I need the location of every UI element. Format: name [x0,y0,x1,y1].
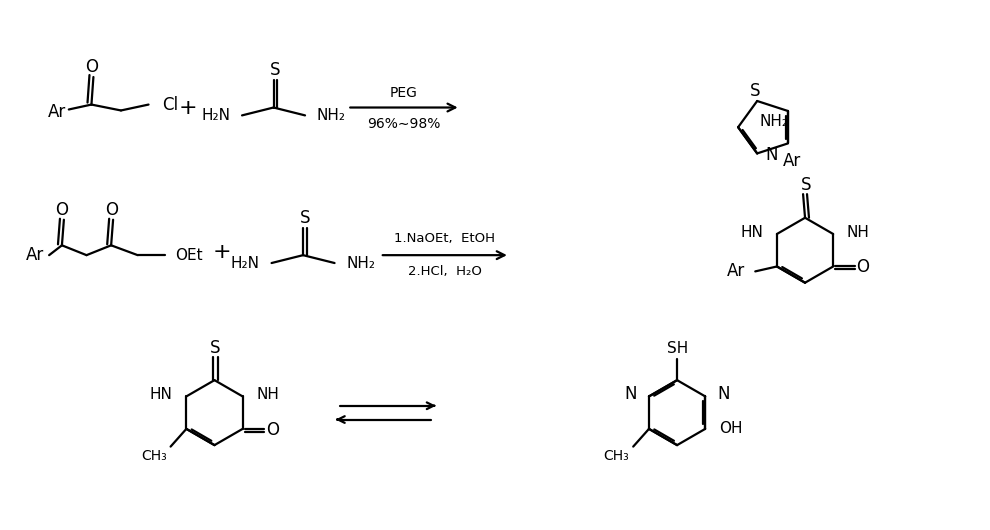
Text: O: O [265,421,278,439]
Text: Ar: Ar [728,262,745,280]
Text: PEG: PEG [389,86,418,100]
Text: +: + [213,242,232,262]
Text: H₂N: H₂N [231,255,259,270]
Text: S: S [300,209,310,227]
Text: S: S [801,176,811,195]
Text: O: O [85,58,98,76]
Text: NH₂: NH₂ [759,114,789,129]
Text: HN: HN [741,225,763,240]
Text: N: N [765,146,777,164]
Text: NH₂: NH₂ [346,255,375,270]
Text: Ar: Ar [26,246,45,264]
Text: SH: SH [667,341,689,356]
Text: H₂N: H₂N [201,108,231,123]
Text: +: + [178,98,197,118]
Text: NH: NH [847,225,870,240]
Text: 2.HCl,  H₂O: 2.HCl, H₂O [408,266,482,278]
Text: O: O [55,201,68,219]
Text: O: O [105,201,118,219]
Text: O: O [856,259,869,277]
Text: CH₃: CH₃ [141,449,166,463]
Text: 96%∼98%: 96%∼98% [366,117,441,131]
Text: HN: HN [149,387,172,402]
Text: S: S [210,339,221,357]
Text: NH: NH [256,387,279,402]
Text: OEt: OEt [175,248,203,263]
Text: OH: OH [719,421,742,436]
Text: Ar: Ar [783,152,801,170]
Text: N: N [717,385,730,403]
Text: Cl: Cl [162,95,178,113]
Text: Ar: Ar [48,103,66,121]
Text: 1.NaOEt,  EtOH: 1.NaOEt, EtOH [394,232,495,245]
Text: CH₃: CH₃ [604,449,630,463]
Text: N: N [625,385,638,403]
Text: S: S [750,82,760,100]
Text: NH₂: NH₂ [317,108,346,123]
Text: S: S [270,61,281,79]
